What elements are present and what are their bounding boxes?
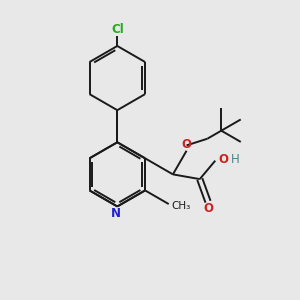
Text: CH₃: CH₃ xyxy=(171,201,190,211)
Text: O: O xyxy=(203,202,213,215)
Text: Cl: Cl xyxy=(111,23,124,36)
Text: O: O xyxy=(182,138,191,151)
Text: O: O xyxy=(219,153,229,166)
Text: N: N xyxy=(111,206,121,220)
Text: H: H xyxy=(231,153,239,166)
